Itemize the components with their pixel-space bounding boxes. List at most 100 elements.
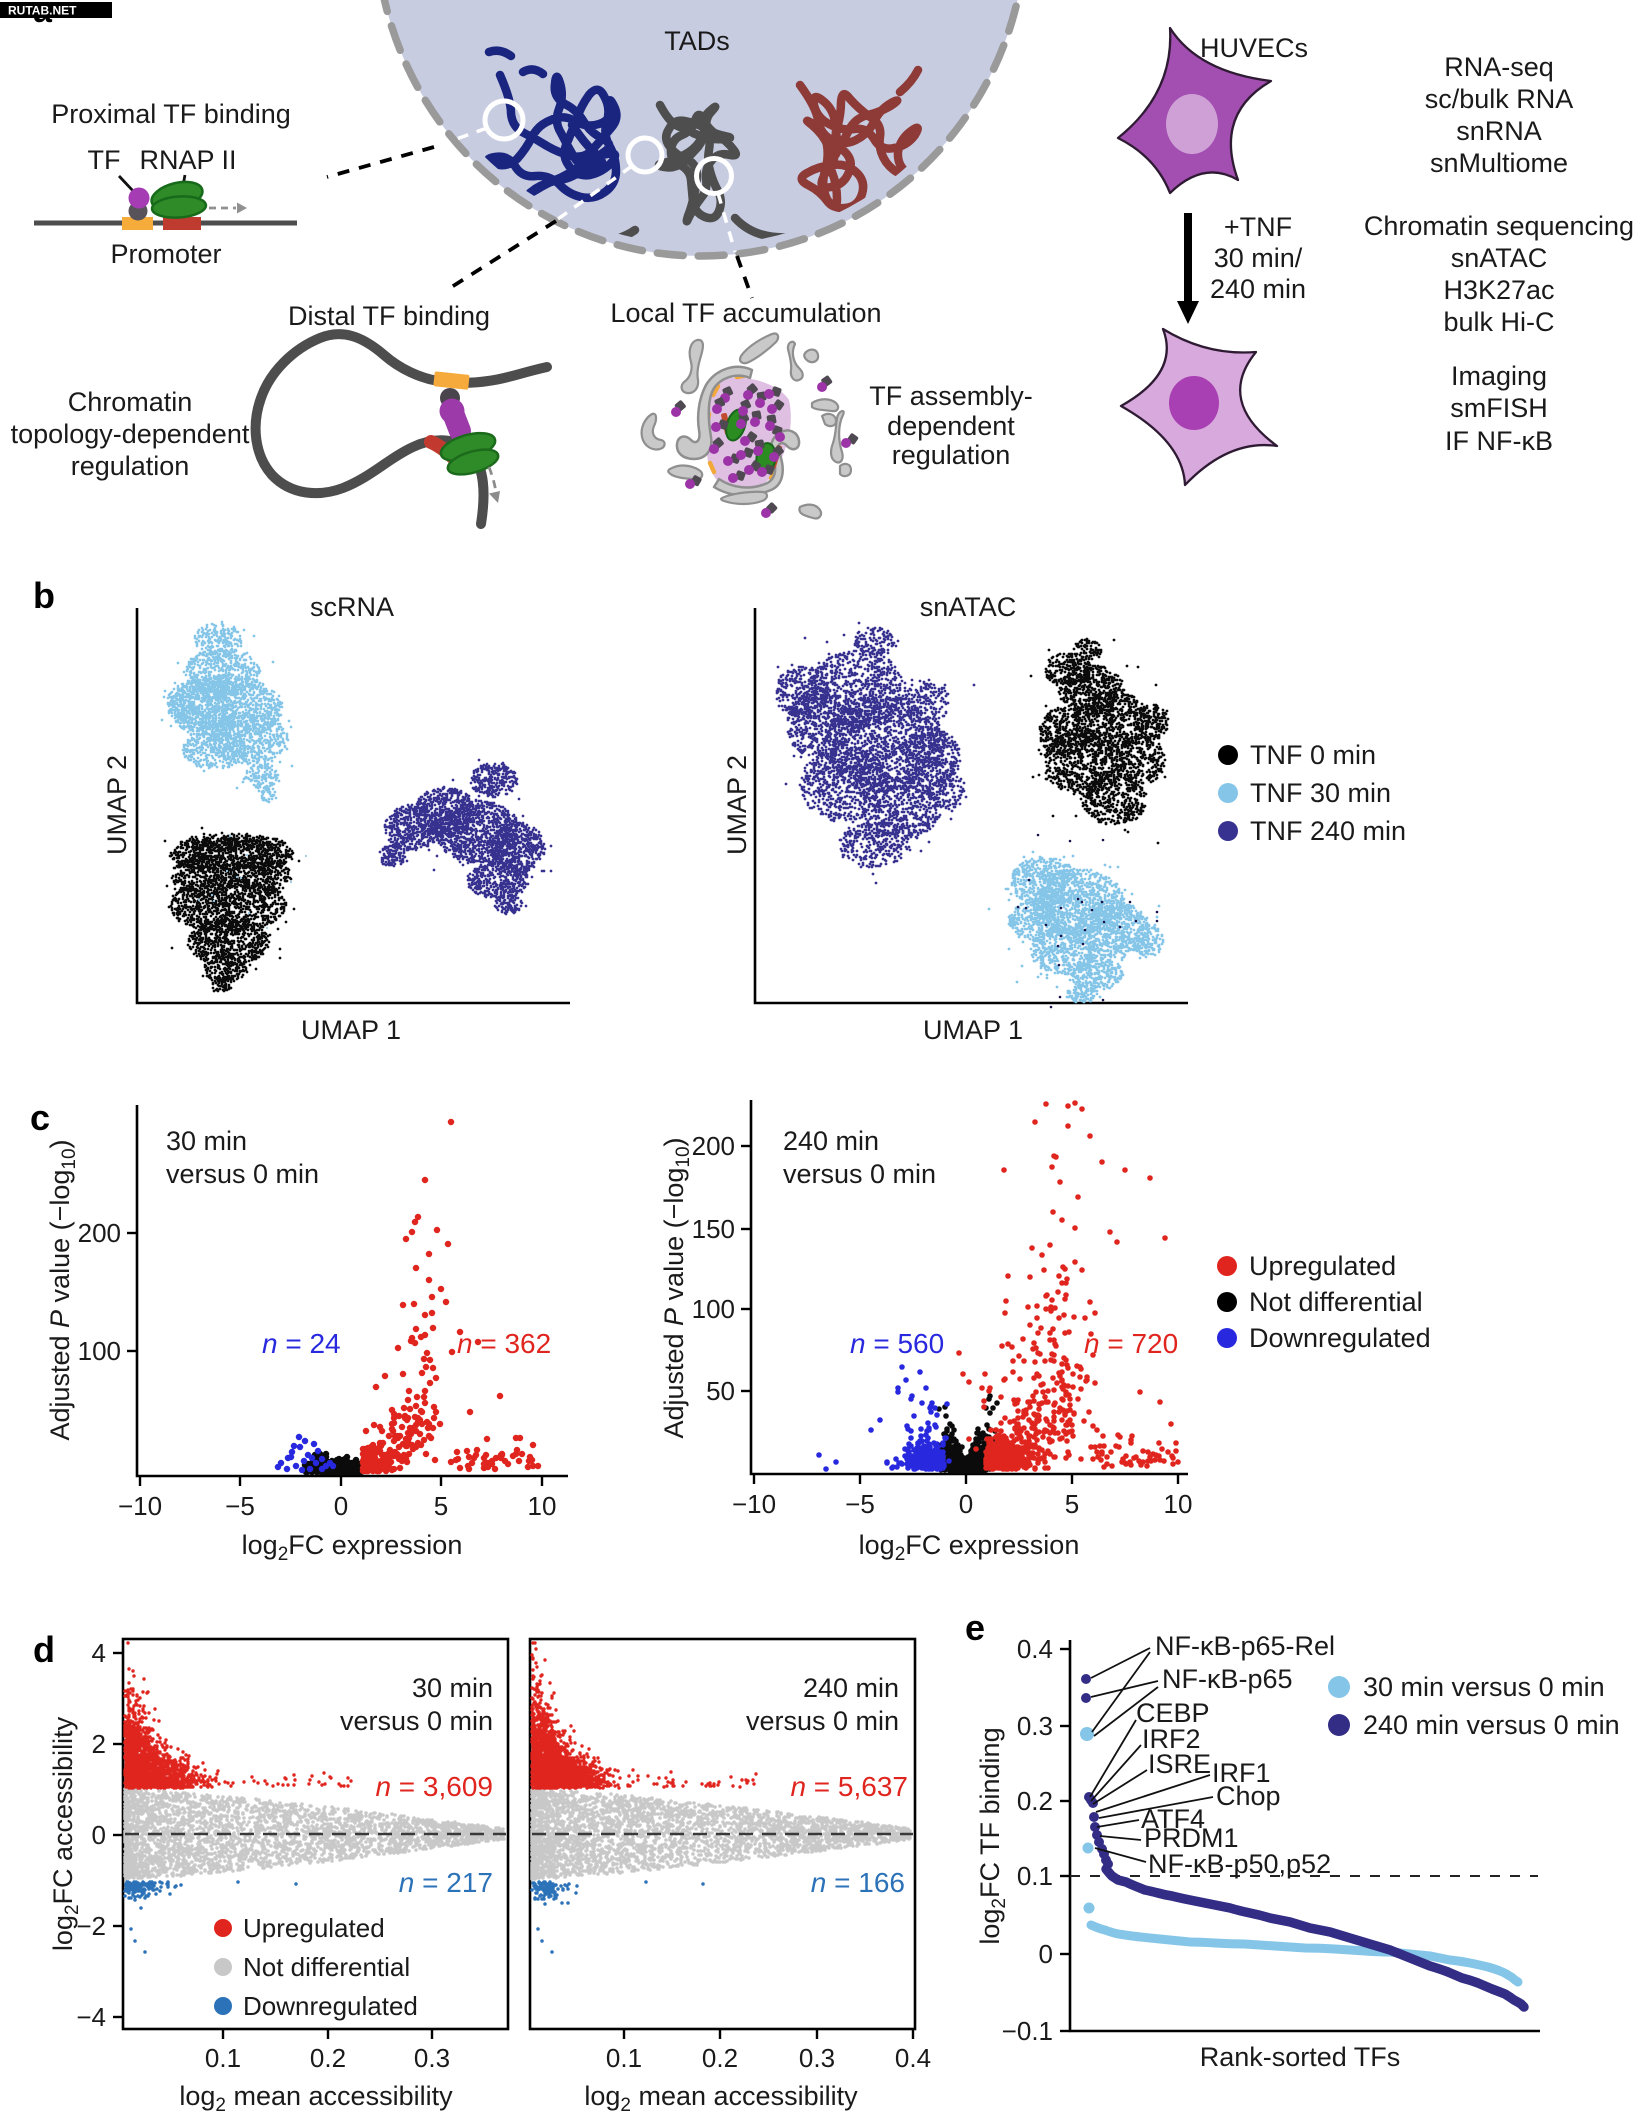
svg-text:−0.1: −0.1 (1002, 2016, 1053, 2046)
svg-text:n = 560: n = 560 (850, 1328, 944, 1359)
svg-text:ISRE: ISRE (1148, 1749, 1211, 1779)
svg-text:+TNF: +TNF (1224, 212, 1292, 242)
svg-text:TNF 30 min: TNF 30 min (1250, 778, 1391, 808)
svg-text:n = 362: n = 362 (457, 1328, 551, 1359)
svg-text:TF: TF (88, 145, 121, 175)
svg-text:log2FC expression: log2FC expression (242, 1530, 463, 1565)
svg-text:Chromatin sequencing: Chromatin sequencing (1364, 211, 1634, 241)
svg-text:log2FC TF binding: log2FC TF binding (975, 1727, 1010, 1944)
svg-text:IF NF-κB: IF NF-κB (1445, 426, 1553, 456)
svg-text:topology-dependent: topology-dependent (11, 419, 250, 449)
svg-text:Proximal TF binding: Proximal TF binding (51, 99, 291, 129)
svg-text:log2FC expression: log2FC expression (859, 1530, 1080, 1565)
svg-text:Adjusted P value (−log10): Adjusted P value (−log10) (45, 1139, 80, 1440)
svg-text:50: 50 (706, 1376, 735, 1406)
svg-text:Rank-sorted TFs: Rank-sorted TFs (1200, 2042, 1401, 2072)
svg-text:NF-κB-p65-Rel: NF-κB-p65-Rel (1155, 1631, 1335, 1661)
svg-text:n = 5,637: n = 5,637 (790, 1771, 908, 1802)
svg-text:240 min: 240 min (803, 1673, 899, 1703)
svg-text:30 min/: 30 min/ (1214, 243, 1303, 273)
svg-text:Chromatin: Chromatin (68, 387, 193, 417)
svg-text:Downregulated: Downregulated (243, 1991, 418, 2021)
svg-text:n = 3,609: n = 3,609 (375, 1771, 493, 1802)
svg-text:Local TF accumulation: Local TF accumulation (610, 298, 881, 328)
svg-text:log2FC accessibility: log2FC accessibility (48, 1716, 83, 1951)
svg-text:CEBP: CEBP (1136, 1698, 1210, 1728)
svg-text:30 min: 30 min (166, 1126, 247, 1156)
svg-text:10: 10 (528, 1491, 557, 1521)
svg-text:Upregulated: Upregulated (1249, 1251, 1396, 1281)
svg-text:150: 150 (692, 1214, 735, 1244)
svg-text:versus 0 min: versus 0 min (340, 1706, 493, 1736)
svg-text:2: 2 (92, 1729, 106, 1759)
svg-text:n = 720: n = 720 (1084, 1328, 1178, 1359)
svg-text:HUVECs: HUVECs (1200, 33, 1308, 63)
svg-text:RNAP II: RNAP II (139, 145, 236, 175)
svg-text:log2 mean accessibility: log2 mean accessibility (584, 2081, 858, 2114)
svg-text:versus 0 min: versus 0 min (746, 1706, 899, 1736)
svg-text:e: e (965, 1607, 985, 1648)
svg-text:0.3: 0.3 (414, 2043, 450, 2073)
svg-text:10: 10 (1164, 1489, 1193, 1519)
svg-text:c: c (30, 1097, 50, 1138)
svg-text:PRDM1: PRDM1 (1144, 1823, 1239, 1853)
svg-text:0.2: 0.2 (1017, 1786, 1053, 1816)
svg-text:snATAC: snATAC (920, 592, 1017, 622)
svg-text:smFISH: smFISH (1450, 393, 1548, 423)
svg-text:n = 166: n = 166 (811, 1867, 905, 1898)
svg-text:0.2: 0.2 (702, 2043, 738, 2073)
svg-text:TNF 0 min: TNF 0 min (1250, 740, 1376, 770)
svg-text:Imaging: Imaging (1451, 361, 1547, 391)
svg-text:Chop: Chop (1216, 1781, 1281, 1811)
svg-text:TADs: TADs (664, 26, 730, 56)
svg-text:snMultiome: snMultiome (1430, 148, 1568, 178)
svg-text:n = 24: n = 24 (262, 1328, 341, 1359)
svg-text:240 min: 240 min (783, 1126, 879, 1156)
svg-text:UMAP 1: UMAP 1 (923, 1015, 1023, 1045)
svg-text:0: 0 (334, 1491, 348, 1521)
svg-text:−4: −4 (76, 2002, 106, 2032)
svg-text:Upregulated: Upregulated (243, 1913, 385, 1943)
svg-text:versus 0 min: versus 0 min (783, 1159, 936, 1189)
svg-text:0.1: 0.1 (1017, 1861, 1053, 1891)
svg-text:Not differential: Not differential (243, 1952, 410, 1982)
svg-text:200: 200 (692, 1131, 735, 1161)
svg-text:IRF1: IRF1 (1212, 1758, 1271, 1788)
svg-text:regulation: regulation (892, 440, 1011, 470)
svg-text:−2: −2 (76, 1911, 106, 1941)
svg-text:−10: −10 (732, 1489, 776, 1519)
svg-text:0.4: 0.4 (1017, 1634, 1053, 1664)
svg-text:4: 4 (92, 1638, 106, 1668)
svg-text:0: 0 (1039, 1939, 1053, 1969)
svg-text:TF assembly-: TF assembly- (869, 381, 1033, 411)
svg-text:0.3: 0.3 (799, 2043, 835, 2073)
svg-text:30 min versus 0 min: 30 min versus 0 min (1363, 1672, 1605, 1702)
svg-text:0: 0 (959, 1489, 973, 1519)
svg-text:regulation: regulation (71, 451, 190, 481)
svg-text:Downregulated: Downregulated (1249, 1323, 1431, 1353)
svg-text:5: 5 (434, 1491, 448, 1521)
svg-text:UMAP 2: UMAP 2 (102, 755, 132, 855)
svg-text:240 min versus 0 min: 240 min versus 0 min (1363, 1710, 1620, 1740)
svg-text:RNA-seq: RNA-seq (1444, 52, 1554, 82)
svg-text:0.3: 0.3 (1017, 1711, 1053, 1741)
svg-text:−5: −5 (845, 1489, 875, 1519)
svg-text:RUTAB.NET: RUTAB.NET (8, 4, 77, 18)
svg-text:0.1: 0.1 (205, 2043, 241, 2073)
svg-text:Not differential: Not differential (1249, 1287, 1423, 1317)
svg-text:b: b (33, 575, 55, 616)
svg-text:ATF4: ATF4 (1141, 1804, 1205, 1834)
svg-text:TNF 240 min: TNF 240 min (1250, 816, 1406, 846)
svg-text:100: 100 (692, 1294, 735, 1324)
svg-text:0: 0 (92, 1820, 106, 1850)
svg-text:versus 0 min: versus 0 min (166, 1159, 319, 1189)
svg-text:UMAP 2: UMAP 2 (722, 755, 752, 855)
svg-text:dependent: dependent (887, 411, 1015, 441)
svg-text:Promoter: Promoter (110, 239, 221, 269)
svg-text:−10: −10 (118, 1491, 162, 1521)
svg-text:NF-κB-p50,p52: NF-κB-p50,p52 (1148, 1849, 1331, 1879)
svg-text:NF-κB-p65: NF-κB-p65 (1162, 1664, 1293, 1694)
svg-text:n = 217: n = 217 (399, 1867, 493, 1898)
svg-text:5: 5 (1065, 1489, 1079, 1519)
svg-text:30 min: 30 min (412, 1673, 493, 1703)
